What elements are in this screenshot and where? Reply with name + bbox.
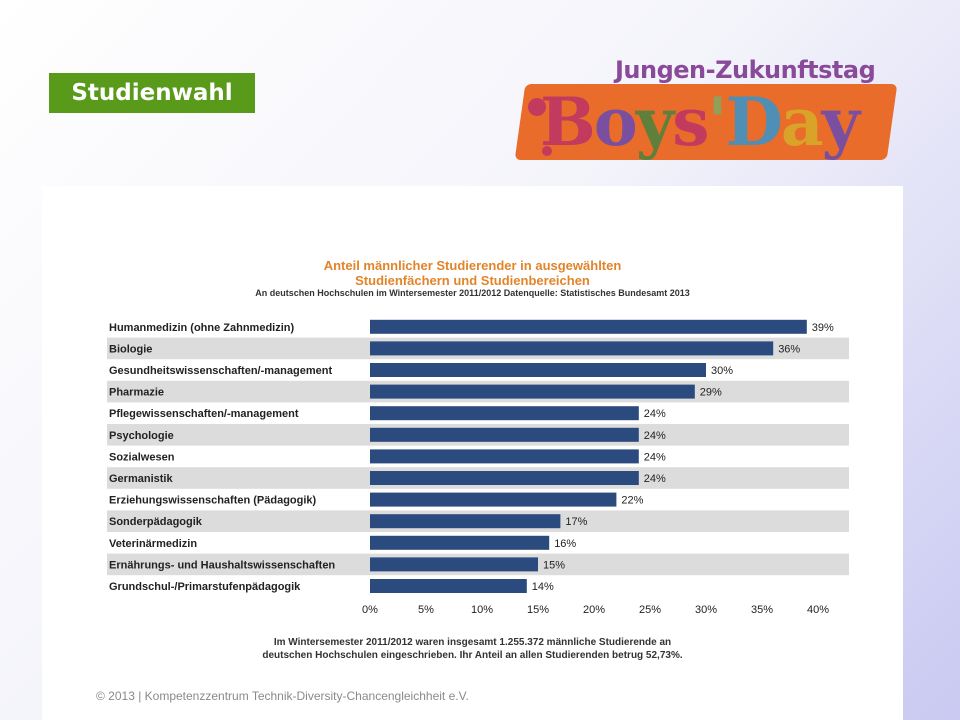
bar	[370, 471, 639, 485]
bar	[370, 319, 807, 334]
x-tick-label: 25%	[639, 604, 661, 616]
chart-subtitle: An deutschen Hochschulen im Wintersemest…	[255, 288, 690, 298]
x-tick-label: 30%	[695, 604, 717, 616]
bar	[370, 492, 617, 507]
bar-value-label: 29%	[700, 387, 722, 399]
chart-footnote-line2: deutschen Hochschulen eingeschrieben. Ih…	[262, 650, 683, 661]
category-label: Germanistik	[109, 473, 173, 485]
bar	[370, 557, 538, 572]
logo-tagline: Jungen-Zukunftstag	[615, 56, 876, 84]
bar-value-label: 14%	[532, 581, 554, 593]
bar	[370, 341, 774, 356]
category-label: Humanmedizin (ohne Zahnmedizin)	[109, 322, 295, 334]
bar	[370, 535, 550, 550]
bar-value-label: 24%	[644, 408, 666, 420]
bar	[370, 579, 527, 593]
bar	[370, 449, 639, 464]
category-label: Psychologie	[109, 430, 174, 442]
chart-footnote-line1: Im Wintersemester 2011/2012 waren insges…	[273, 637, 672, 648]
logo-splash	[528, 98, 546, 116]
x-tick-label: 10%	[471, 604, 493, 616]
bar-value-label: 24%	[644, 473, 666, 485]
category-label: Veterinärmedizin	[109, 538, 197, 550]
copyright-text: © 2013 | Kompetenzzentrum Technik-Divers…	[96, 689, 469, 703]
bar-value-label: 16%	[554, 538, 576, 550]
boys-day-logo: Jungen-Zukunftstag Boys'Day	[514, 50, 900, 180]
bar-value-label: 24%	[644, 430, 666, 442]
x-tick-label: 20%	[583, 604, 605, 616]
logo-splash	[542, 146, 552, 156]
category-label: Gesundheitswissenschaften/-management	[109, 365, 332, 377]
bar	[370, 384, 695, 399]
x-tick-label: 15%	[527, 604, 549, 616]
bar-value-label: 39%	[812, 322, 834, 334]
x-tick-label: 0%	[362, 604, 378, 616]
bar-value-label: 36%	[778, 343, 800, 355]
page-title-badge: Studienwahl	[49, 73, 255, 113]
category-label: Erziehungswissenschaften (Pädagogik)	[109, 495, 317, 507]
x-tick-label: 5%	[418, 604, 434, 616]
bar	[370, 427, 639, 442]
bar	[370, 363, 706, 377]
category-label: Biologie	[109, 343, 152, 355]
bar-value-label: 30%	[711, 365, 733, 377]
category-label: Sozialwesen	[109, 451, 175, 463]
bar-chart: Humanmedizin (ohne Zahnmedizin) 39% Biolog…	[107, 319, 849, 616]
x-tick-label: 40%	[807, 604, 829, 616]
category-label: Pflegewissenschaften/-management	[109, 408, 299, 420]
category-label: Grundschul-/Primarstufenpädagogik	[109, 581, 301, 593]
category-label: Sonderpädagogik	[109, 516, 203, 528]
logo-wordmark: Boys'Day	[540, 83, 860, 161]
bar-value-label: 22%	[621, 495, 643, 507]
bar	[370, 514, 561, 529]
bar-value-label: 15%	[543, 559, 565, 571]
chart-title-line2: Studienfächern und Studienbereichen	[355, 273, 590, 288]
bar	[370, 406, 639, 421]
x-tick-label: 35%	[751, 604, 773, 616]
bar-value-label: 24%	[644, 451, 666, 463]
category-label: Pharmazie	[109, 387, 164, 399]
chart-title-line1: Anteil männlicher Studierender in ausgew…	[323, 258, 622, 273]
bar-value-label: 17%	[565, 516, 587, 528]
chart-panel: Anteil männlicher Studierender in ausgew…	[42, 186, 903, 720]
category-label: Ernährungs- und Haushaltswissenschaften	[109, 559, 335, 571]
